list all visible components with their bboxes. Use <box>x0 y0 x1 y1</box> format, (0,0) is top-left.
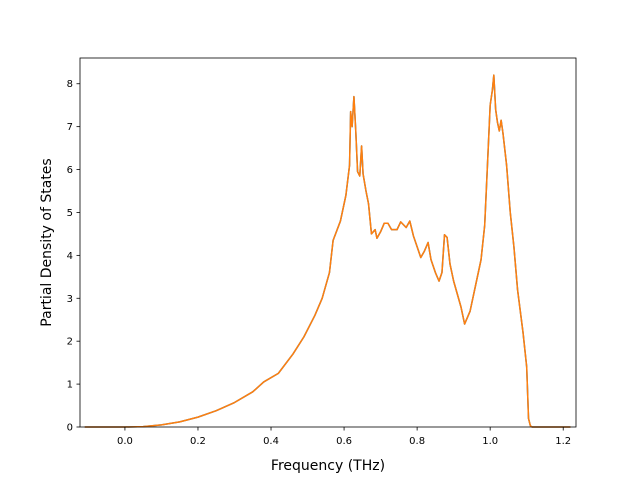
plot-frame <box>79 57 577 428</box>
x-tick-label: 0.0 <box>117 436 133 447</box>
y-tick-label: 4 <box>67 251 73 262</box>
y-tick-label: 7 <box>67 122 73 133</box>
series-layer <box>84 74 571 428</box>
y-tick-label: 5 <box>67 208 73 219</box>
series-line-2 <box>84 74 571 428</box>
y-tick-label: 3 <box>67 294 73 305</box>
y-axis: 0 1 2 3 4 5 6 7 8 <box>67 79 80 434</box>
y-tick-label: 8 <box>67 79 73 90</box>
y-tick-label: 0 <box>67 423 73 434</box>
y-tick-label: 2 <box>67 337 73 348</box>
y-tick-label: 1 <box>67 380 73 391</box>
y-axis-label: Partial Density of States <box>39 158 55 326</box>
y-tick-label: 6 <box>67 165 73 176</box>
x-tick-label: 0.6 <box>336 436 352 447</box>
x-tick-label: 1.0 <box>482 436 498 447</box>
x-axis-label: Frequency (THz) <box>271 458 385 474</box>
x-tick-label: 0.8 <box>409 436 425 447</box>
x-tick-label: 1.2 <box>555 436 571 447</box>
x-axis: 0.0 0.2 0.4 0.6 0.8 1.0 1.2 <box>117 427 571 447</box>
x-tick-label: 0.4 <box>263 436 279 447</box>
x-tick-label: 0.2 <box>190 436 206 447</box>
